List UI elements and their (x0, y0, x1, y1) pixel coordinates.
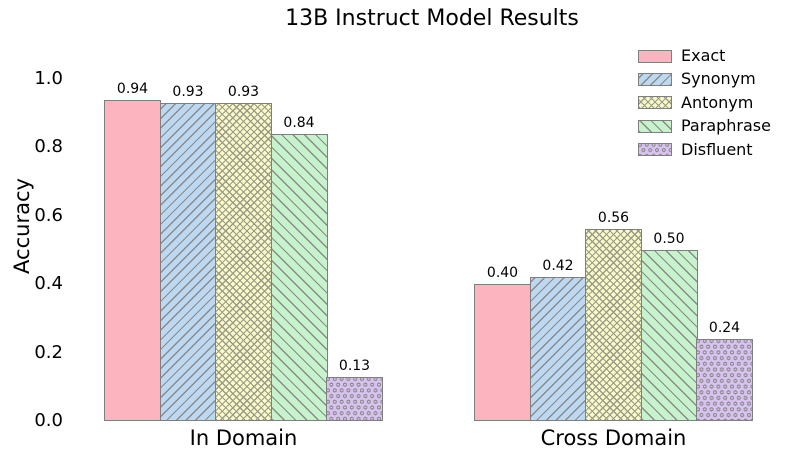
legend-swatch-synonym (638, 72, 672, 86)
legend-swatch-antonym (638, 96, 672, 110)
legend-item-disfluent: Disfluent (638, 139, 753, 161)
bar-value-label-cross-domain-paraphrase: 0.50 (653, 231, 685, 247)
legend-item-synonym: Synonym (638, 68, 756, 90)
bar-cross-domain-paraphrase (640, 250, 698, 421)
y-tick-label-0.6: 0.6 (34, 204, 63, 226)
legend-swatch-disfluent (638, 143, 672, 157)
y-tick-label-0.0: 0.0 (34, 410, 63, 431)
bar-in-domain-antonym (215, 102, 272, 421)
bar-cross-domain-synonym (529, 277, 587, 421)
bar-in-domain-disfluent (326, 376, 383, 421)
bar-cross-domain-disfluent (696, 338, 753, 421)
legend-item-antonym: Antonym (638, 92, 753, 114)
y-tick-label-0.4: 0.4 (34, 273, 63, 295)
legend-label-synonym: Synonym (681, 69, 756, 89)
bar-value-label-cross-domain-synonym: 0.42 (542, 258, 574, 275)
legend-item-paraphrase: Paraphrase (638, 115, 771, 137)
bar-value-label-in-domain-paraphrase: 0.84 (283, 114, 315, 131)
legend-label-exact: Exact (681, 46, 726, 65)
legend-label-paraphrase: Paraphrase (681, 116, 771, 136)
bar-value-label-cross-domain-disfluent: 0.24 (708, 319, 741, 336)
bar-cross-domain-exact (474, 284, 531, 421)
bar-value-label-in-domain-synonym: 0.93 (172, 83, 204, 100)
bar-value-label-in-domain-exact: 0.94 (116, 80, 149, 97)
bar-in-domain-paraphrase (270, 133, 328, 421)
legend-label-disfluent: Disfluent (681, 139, 753, 159)
x-tick-label-cross-domain: Cross Domain (540, 426, 687, 450)
legend-item-exact: Exact (638, 45, 725, 67)
legend-swatch-paraphrase (638, 119, 672, 133)
y-tick-label-0.8: 0.8 (34, 136, 63, 158)
y-tick-label-0.2: 0.2 (34, 341, 63, 363)
chart-title: 13B Instruct Model Results (285, 6, 579, 31)
bar-value-label-cross-domain-exact: 0.40 (486, 265, 519, 282)
bar-in-domain-exact (104, 99, 161, 421)
bar-value-label-in-domain-antonym: 0.93 (227, 83, 260, 100)
x-tick-label-in-domain: In Domain (189, 426, 298, 450)
y-tick-label-1.0: 1.0 (34, 68, 63, 89)
legend-swatch-exact (638, 49, 672, 63)
bar-cross-domain-antonym (585, 229, 642, 421)
bar-in-domain-synonym (159, 102, 217, 421)
bar-value-label-cross-domain-antonym: 0.56 (597, 210, 630, 227)
bar-value-label-in-domain-disfluent: 0.13 (338, 357, 371, 374)
legend-label-antonym: Antonym (681, 92, 754, 112)
